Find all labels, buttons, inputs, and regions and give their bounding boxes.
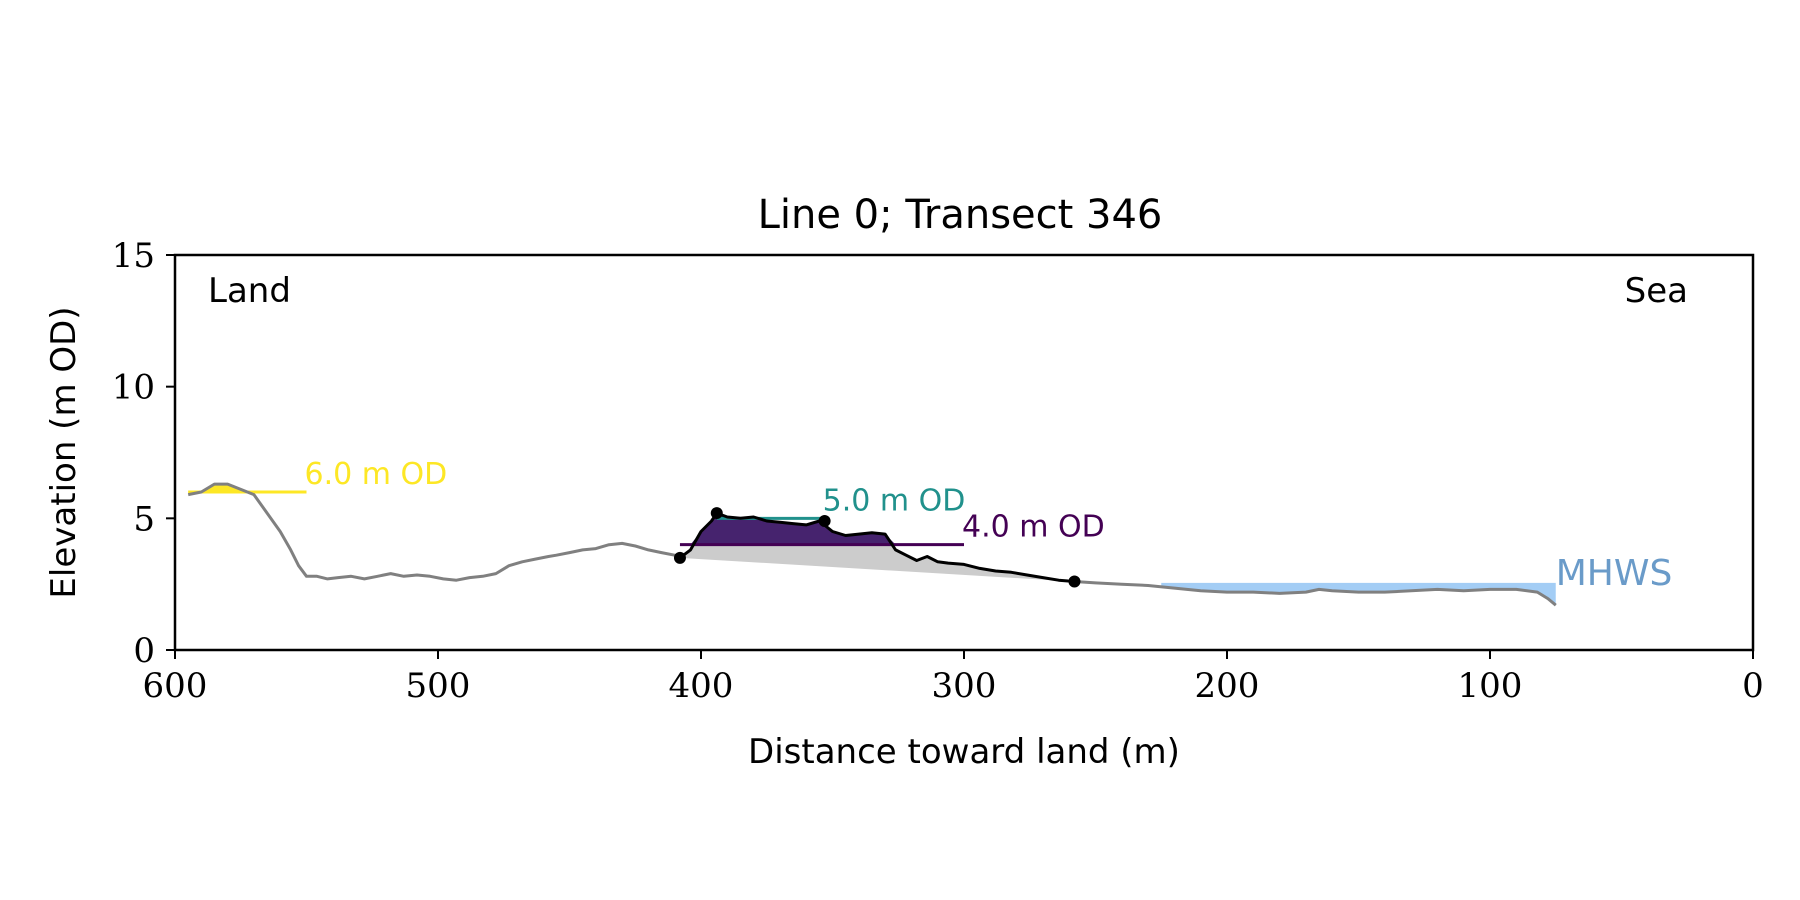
level-4-fill <box>687 513 909 545</box>
mhws-fill <box>1161 582 1556 606</box>
x-tick-label-4: 200 <box>1195 666 1260 706</box>
profile-line-seaward <box>1074 580 1557 607</box>
level-label-0: 6.0 m OD <box>305 457 448 492</box>
dune-point-2 <box>818 514 831 527</box>
profile-line-landward <box>187 482 681 582</box>
y-tick-label-0: 0 <box>133 631 155 671</box>
plot-area: 6.0 m OD 5.0 m OD4.0 m OD MHWS <box>187 457 1673 607</box>
x-axis-label: Distance toward land (m) <box>748 732 1180 772</box>
x-tick-label-6: 0 <box>1742 666 1764 706</box>
sea-label: Sea <box>1625 271 1688 311</box>
y-tick-label-3: 15 <box>112 236 155 276</box>
y-tick-label-1: 5 <box>133 499 155 539</box>
dune-point-3 <box>1068 575 1081 588</box>
axis-ticks: 600 500 400 300 200 100 0 0 5 10 15 <box>112 236 1764 706</box>
dune-point-1 <box>710 507 723 520</box>
dune-point-0 <box>673 551 686 564</box>
x-tick-label-2: 400 <box>669 666 734 706</box>
x-tick-label-3: 300 <box>932 666 997 706</box>
mhws-label: MHWS <box>1556 553 1673 594</box>
level-label-1: 5.0 m OD <box>823 483 966 518</box>
y-axis-label: Elevation (m OD) <box>44 306 84 598</box>
x-tick-label-0: 600 <box>143 666 208 706</box>
x-tick-label-5: 100 <box>1458 666 1523 706</box>
level-label-2: 4.0 m OD <box>962 510 1105 545</box>
x-tick-label-1: 500 <box>406 666 471 706</box>
y-tick-label-2: 10 <box>112 368 155 408</box>
land-label: Land <box>208 271 291 311</box>
chart-title: Line 0; Transect 346 <box>758 192 1163 238</box>
dune-profile-line <box>679 511 1075 583</box>
